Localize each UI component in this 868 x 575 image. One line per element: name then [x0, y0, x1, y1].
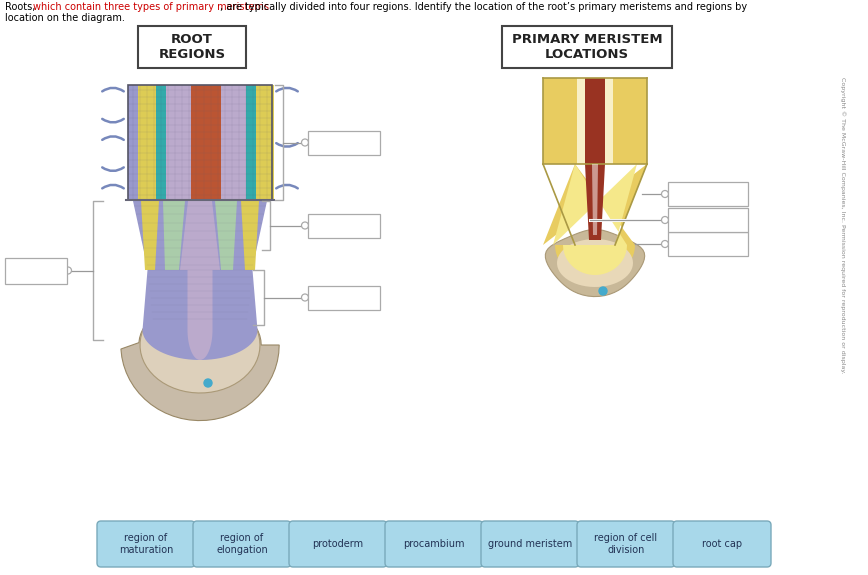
Bar	[668, 208, 748, 232]
Circle shape	[599, 287, 607, 295]
Bar	[308, 131, 380, 155]
Bar	[246, 85, 256, 200]
FancyBboxPatch shape	[673, 521, 771, 567]
Polygon shape	[241, 201, 259, 270]
FancyBboxPatch shape	[577, 521, 675, 567]
Polygon shape	[140, 297, 260, 393]
Polygon shape	[215, 201, 237, 270]
Text: location on the diagram.: location on the diagram.	[5, 13, 125, 23]
Text: protoderm: protoderm	[312, 539, 364, 549]
Bar	[156, 85, 166, 200]
Bar	[138, 85, 156, 200]
Polygon shape	[585, 164, 605, 240]
Bar	[543, 78, 647, 164]
Text: ground meristem: ground meristem	[488, 539, 572, 549]
Text: region of
elongation: region of elongation	[216, 533, 268, 555]
Polygon shape	[133, 201, 267, 270]
Polygon shape	[142, 270, 258, 360]
Bar	[256, 85, 274, 200]
Text: region of
maturation: region of maturation	[119, 533, 174, 555]
Bar	[128, 85, 272, 200]
Polygon shape	[163, 201, 185, 270]
Polygon shape	[557, 239, 633, 287]
Text: which contain three types of primary meristems: which contain three types of primary mer…	[33, 2, 269, 12]
Text: procambium: procambium	[404, 539, 464, 549]
Polygon shape	[592, 164, 598, 235]
Bar	[138, 26, 246, 68]
Text: ROOT
REGIONS: ROOT REGIONS	[159, 33, 226, 61]
Polygon shape	[553, 164, 637, 275]
FancyBboxPatch shape	[289, 521, 387, 567]
Polygon shape	[187, 270, 213, 360]
Text: Roots,: Roots,	[5, 2, 38, 12]
Circle shape	[661, 217, 668, 224]
Bar	[308, 286, 380, 309]
Polygon shape	[543, 164, 647, 280]
Circle shape	[301, 139, 308, 146]
Circle shape	[64, 267, 71, 274]
Circle shape	[204, 379, 212, 387]
Polygon shape	[141, 201, 159, 270]
FancyBboxPatch shape	[385, 521, 483, 567]
Bar	[668, 232, 748, 256]
FancyBboxPatch shape	[193, 521, 291, 567]
Text: , are typically divided into four regions. Identify the location of the root’s p: , are typically divided into four region…	[220, 2, 746, 12]
Polygon shape	[180, 201, 220, 270]
Bar	[585, 78, 605, 164]
Circle shape	[301, 222, 308, 229]
Text: PRIMARY MERISTEM
LOCATIONS: PRIMARY MERISTEM LOCATIONS	[512, 33, 662, 61]
Polygon shape	[545, 229, 645, 297]
Polygon shape	[121, 301, 279, 420]
Bar	[166, 85, 191, 200]
Bar	[308, 213, 380, 237]
Text: root cap: root cap	[702, 539, 742, 549]
FancyBboxPatch shape	[481, 521, 579, 567]
Bar	[128, 85, 272, 200]
Circle shape	[661, 240, 668, 247]
Bar	[577, 78, 613, 164]
FancyBboxPatch shape	[97, 521, 195, 567]
Circle shape	[301, 294, 308, 301]
Bar	[502, 26, 672, 68]
Bar	[221, 85, 246, 200]
Text: region of cell
division: region of cell division	[595, 533, 658, 555]
Circle shape	[661, 190, 668, 197]
Bar	[191, 85, 221, 200]
Bar	[668, 182, 748, 206]
Text: Copyright © The McGraw-Hill Companies, Inc. Permission required for reproduction: Copyright © The McGraw-Hill Companies, I…	[840, 77, 845, 373]
Bar	[5, 258, 67, 283]
